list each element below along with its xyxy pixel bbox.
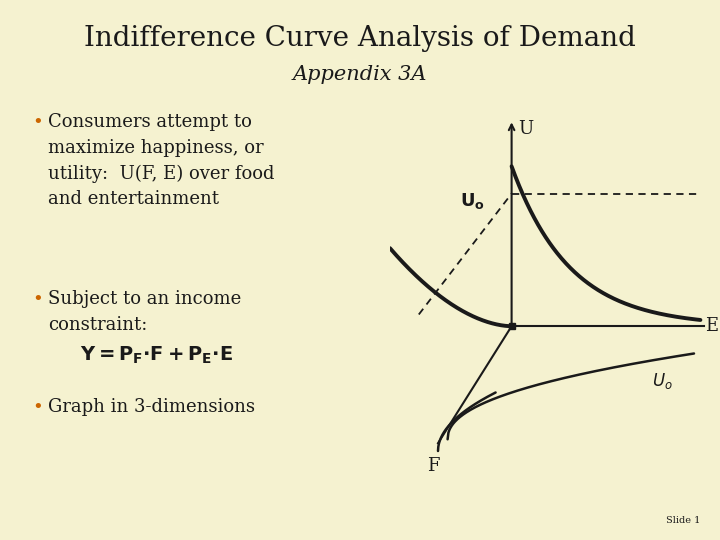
Text: $\mathbf{Y = P_F{\bullet}F + P_E{\bullet}E}$: $\mathbf{Y = P_F{\bullet}F + P_E{\bullet… [80,345,233,366]
Text: Slide 1: Slide 1 [665,516,700,525]
Text: F: F [427,457,439,475]
Text: Consumers attempt to
maximize happiness, or
utility:  U(F, E) over food
and ente: Consumers attempt to maximize happiness,… [48,113,274,208]
Text: •: • [32,290,42,308]
Text: U: U [518,119,534,138]
Text: Indifference Curve Analysis of Demand: Indifference Curve Analysis of Demand [84,24,636,51]
Text: $U_o$: $U_o$ [652,371,673,391]
Text: •: • [32,113,42,131]
Text: Appendix 3A: Appendix 3A [293,65,427,84]
Text: Graph in 3-dimensions: Graph in 3-dimensions [48,398,255,416]
Text: •: • [32,398,42,416]
Text: $\mathbf{U_o}$: $\mathbf{U_o}$ [460,191,485,211]
Text: Subject to an income
constraint:: Subject to an income constraint: [48,290,241,334]
Text: E: E [705,317,719,335]
